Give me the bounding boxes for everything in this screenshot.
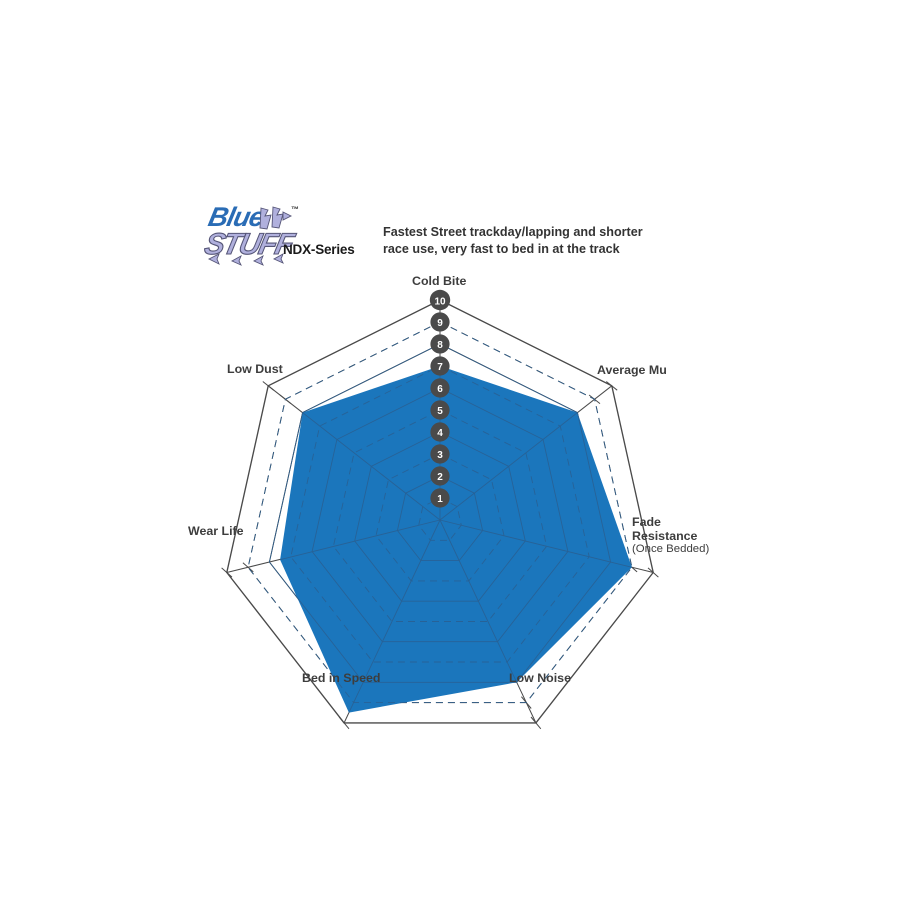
axis-label-low-dust: Low Dust <box>227 362 283 376</box>
axis-label-bed-in-speed: Bed in Speed <box>302 671 381 685</box>
scale-marker-2: 2 <box>430 466 450 486</box>
svg-text:2: 2 <box>437 472 443 483</box>
svg-text:Blue: Blue <box>206 201 268 232</box>
axis-label-cold-bite: Cold Bite <box>412 274 467 288</box>
chart-header: Blue ™ STUFF <box>195 198 695 274</box>
svg-text:1: 1 <box>437 494 443 505</box>
svg-text:3: 3 <box>437 450 443 461</box>
svg-text:7: 7 <box>437 362 443 373</box>
scale-marker-9: 9 <box>430 312 450 332</box>
scale-marker-6: 6 <box>430 378 450 398</box>
bluestuff-logo-artwork: Blue ™ STUFF <box>201 201 299 266</box>
axis-label-fade-sub: (Once Bedded) <box>632 543 710 555</box>
scale-marker-5: 5 <box>430 400 450 420</box>
scale-markers: 10 9 8 7 6 <box>429 289 451 508</box>
scale-marker-1: 1 <box>430 488 450 508</box>
axis-label-low-noise: Low Noise <box>509 671 571 685</box>
bluestuff-logo: Blue ™ STUFF <box>195 198 370 268</box>
svg-text:10: 10 <box>434 296 446 307</box>
tagline-text: Fastest Street trackday/lapping and shor… <box>383 225 643 256</box>
grid-overlay <box>247 321 633 713</box>
axis-label-average-mu: Average Mu <box>597 363 667 377</box>
axis-label-wear-life: Wear Life <box>188 524 244 538</box>
axis-label-fade-main: Fade Resistance <box>632 515 698 543</box>
grid-ring-10 <box>226 299 654 724</box>
series-name: NDX-Series <box>283 242 355 257</box>
svg-text:8: 8 <box>437 340 443 351</box>
scale-marker-7: 7 <box>430 356 450 376</box>
svg-text:9: 9 <box>437 318 443 329</box>
svg-text:4: 4 <box>437 428 443 439</box>
scale-marker-3: 3 <box>430 444 450 464</box>
svg-text:5: 5 <box>437 406 443 417</box>
scale-marker-4: 4 <box>430 422 450 442</box>
scale-marker-8: 8 <box>430 334 450 354</box>
svg-text:6: 6 <box>437 384 443 395</box>
data-polygon <box>280 366 632 713</box>
spoke-ticks <box>221 381 659 730</box>
svg-text:™: ™ <box>291 205 299 214</box>
axis-label-fade-resistance: Fade Resistance (Once Bedded) <box>632 515 710 557</box>
scale-marker-10: 10 <box>429 289 451 311</box>
